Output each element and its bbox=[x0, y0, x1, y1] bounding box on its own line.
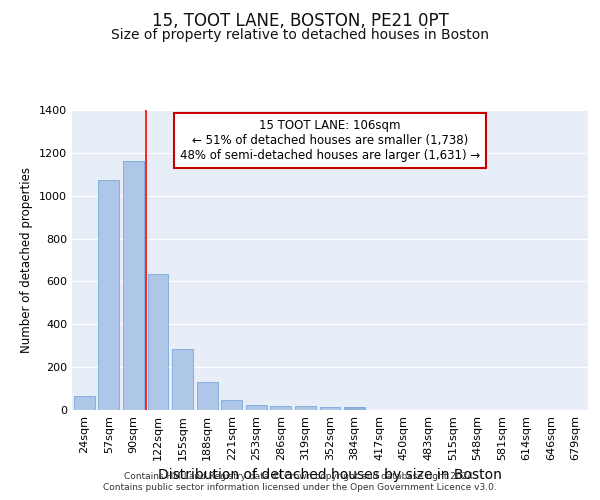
Bar bbox=[98, 180, 119, 410]
Bar bbox=[246, 406, 267, 410]
Text: Size of property relative to detached houses in Boston: Size of property relative to detached ho… bbox=[111, 28, 489, 42]
Bar bbox=[123, 162, 144, 410]
X-axis label: Distribution of detached houses by size in Boston: Distribution of detached houses by size … bbox=[158, 468, 502, 482]
Bar bbox=[74, 396, 95, 410]
Bar bbox=[344, 407, 365, 410]
Text: Contains HM Land Registry data © Crown copyright and database right 2024.: Contains HM Land Registry data © Crown c… bbox=[124, 472, 476, 481]
Bar bbox=[271, 406, 292, 410]
Bar bbox=[295, 406, 316, 410]
Text: 15 TOOT LANE: 106sqm
← 51% of detached houses are smaller (1,738)
48% of semi-de: 15 TOOT LANE: 106sqm ← 51% of detached h… bbox=[180, 119, 480, 162]
Bar bbox=[172, 349, 193, 410]
Text: 15, TOOT LANE, BOSTON, PE21 0PT: 15, TOOT LANE, BOSTON, PE21 0PT bbox=[152, 12, 448, 30]
Bar bbox=[197, 382, 218, 410]
Text: Contains public sector information licensed under the Open Government Licence v3: Contains public sector information licen… bbox=[103, 484, 497, 492]
Bar bbox=[148, 274, 169, 410]
Bar bbox=[221, 400, 242, 410]
Y-axis label: Number of detached properties: Number of detached properties bbox=[20, 167, 34, 353]
Bar bbox=[320, 407, 340, 410]
